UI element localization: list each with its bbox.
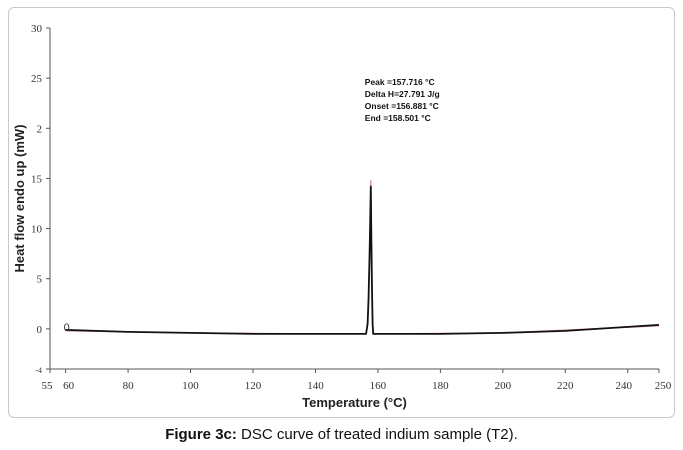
x-tick-label: 220 [557,380,574,392]
annotation-end: End =158.501 °C [365,113,431,123]
caption-text: DSC curve of treated indium sample (T2). [236,426,518,443]
figure-caption: Figure 3c: DSC curve of treated indium s… [0,426,683,443]
x-tick-label: 60 [63,380,75,392]
dsc-chart: -4 0 5 10 15 2 25 30 55 60 80 100 120 140 160 180 200 22… [12,23,672,410]
y-tick-label: 25 [31,73,43,85]
x-axis-ticks: 55 60 80 100 120 140 160 180 200 220 240 250 [42,369,672,392]
peak-annotation: Peak =157.716 °C Delta H=27.791 J/g Onse… [365,77,440,123]
x-tick-label: 55 [42,380,54,392]
x-tick-label: 120 [245,380,262,392]
y-tick-label: -4 [35,366,42,375]
annotation-peak: Peak =157.716 °C [365,77,435,87]
sample-marker-label: 0 [64,322,70,334]
x-tick-label: 100 [182,380,199,392]
y-tick-label: 2 [37,123,43,135]
y-tick-label: 10 [31,224,43,236]
y-axis-title: Heat flow endo up (mW) [12,124,27,272]
annotation-onset: Onset =156.881 °C [365,101,439,111]
series-line-1 [65,179,660,335]
x-tick-label: 250 [655,380,672,392]
x-axis-title: Temperature (°C) [302,395,407,410]
y-tick-label: 30 [31,23,43,35]
x-tick-label: 140 [307,380,324,392]
x-tick-label: 240 [616,380,633,392]
x-tick-label: 200 [495,380,512,392]
series-line-0 [65,185,660,335]
x-tick-label: 180 [432,380,449,392]
y-tick-label: 5 [37,274,43,286]
y-tick-label: 15 [31,173,43,185]
x-tick-label: 160 [370,380,387,392]
y-tick-label: 0 [37,324,43,336]
y-axis-ticks: -4 0 5 10 15 2 25 30 [31,23,50,375]
caption-label: Figure 3c: [165,426,237,443]
series-layer [65,179,660,335]
x-tick-label: 80 [123,380,135,392]
figure-frame [8,7,675,418]
annotation-delta-h: Delta H=27.791 J/g [365,89,440,99]
